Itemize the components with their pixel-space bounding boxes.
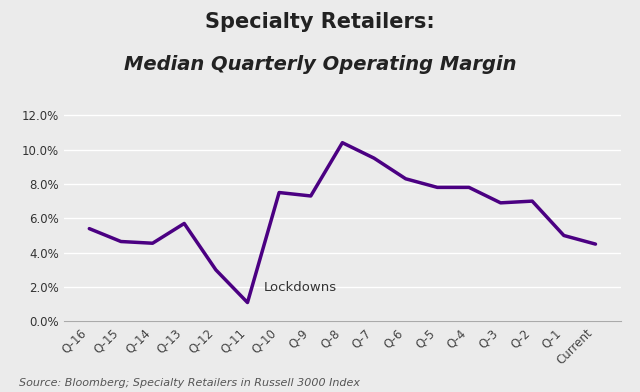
Text: Source: Bloomberg; Specialty Retailers in Russell 3000 Index: Source: Bloomberg; Specialty Retailers i… — [19, 378, 360, 388]
Text: Specialty Retailers:: Specialty Retailers: — [205, 12, 435, 32]
Text: Lockdowns: Lockdowns — [263, 281, 337, 294]
Text: Median Quarterly Operating Margin: Median Quarterly Operating Margin — [124, 55, 516, 74]
